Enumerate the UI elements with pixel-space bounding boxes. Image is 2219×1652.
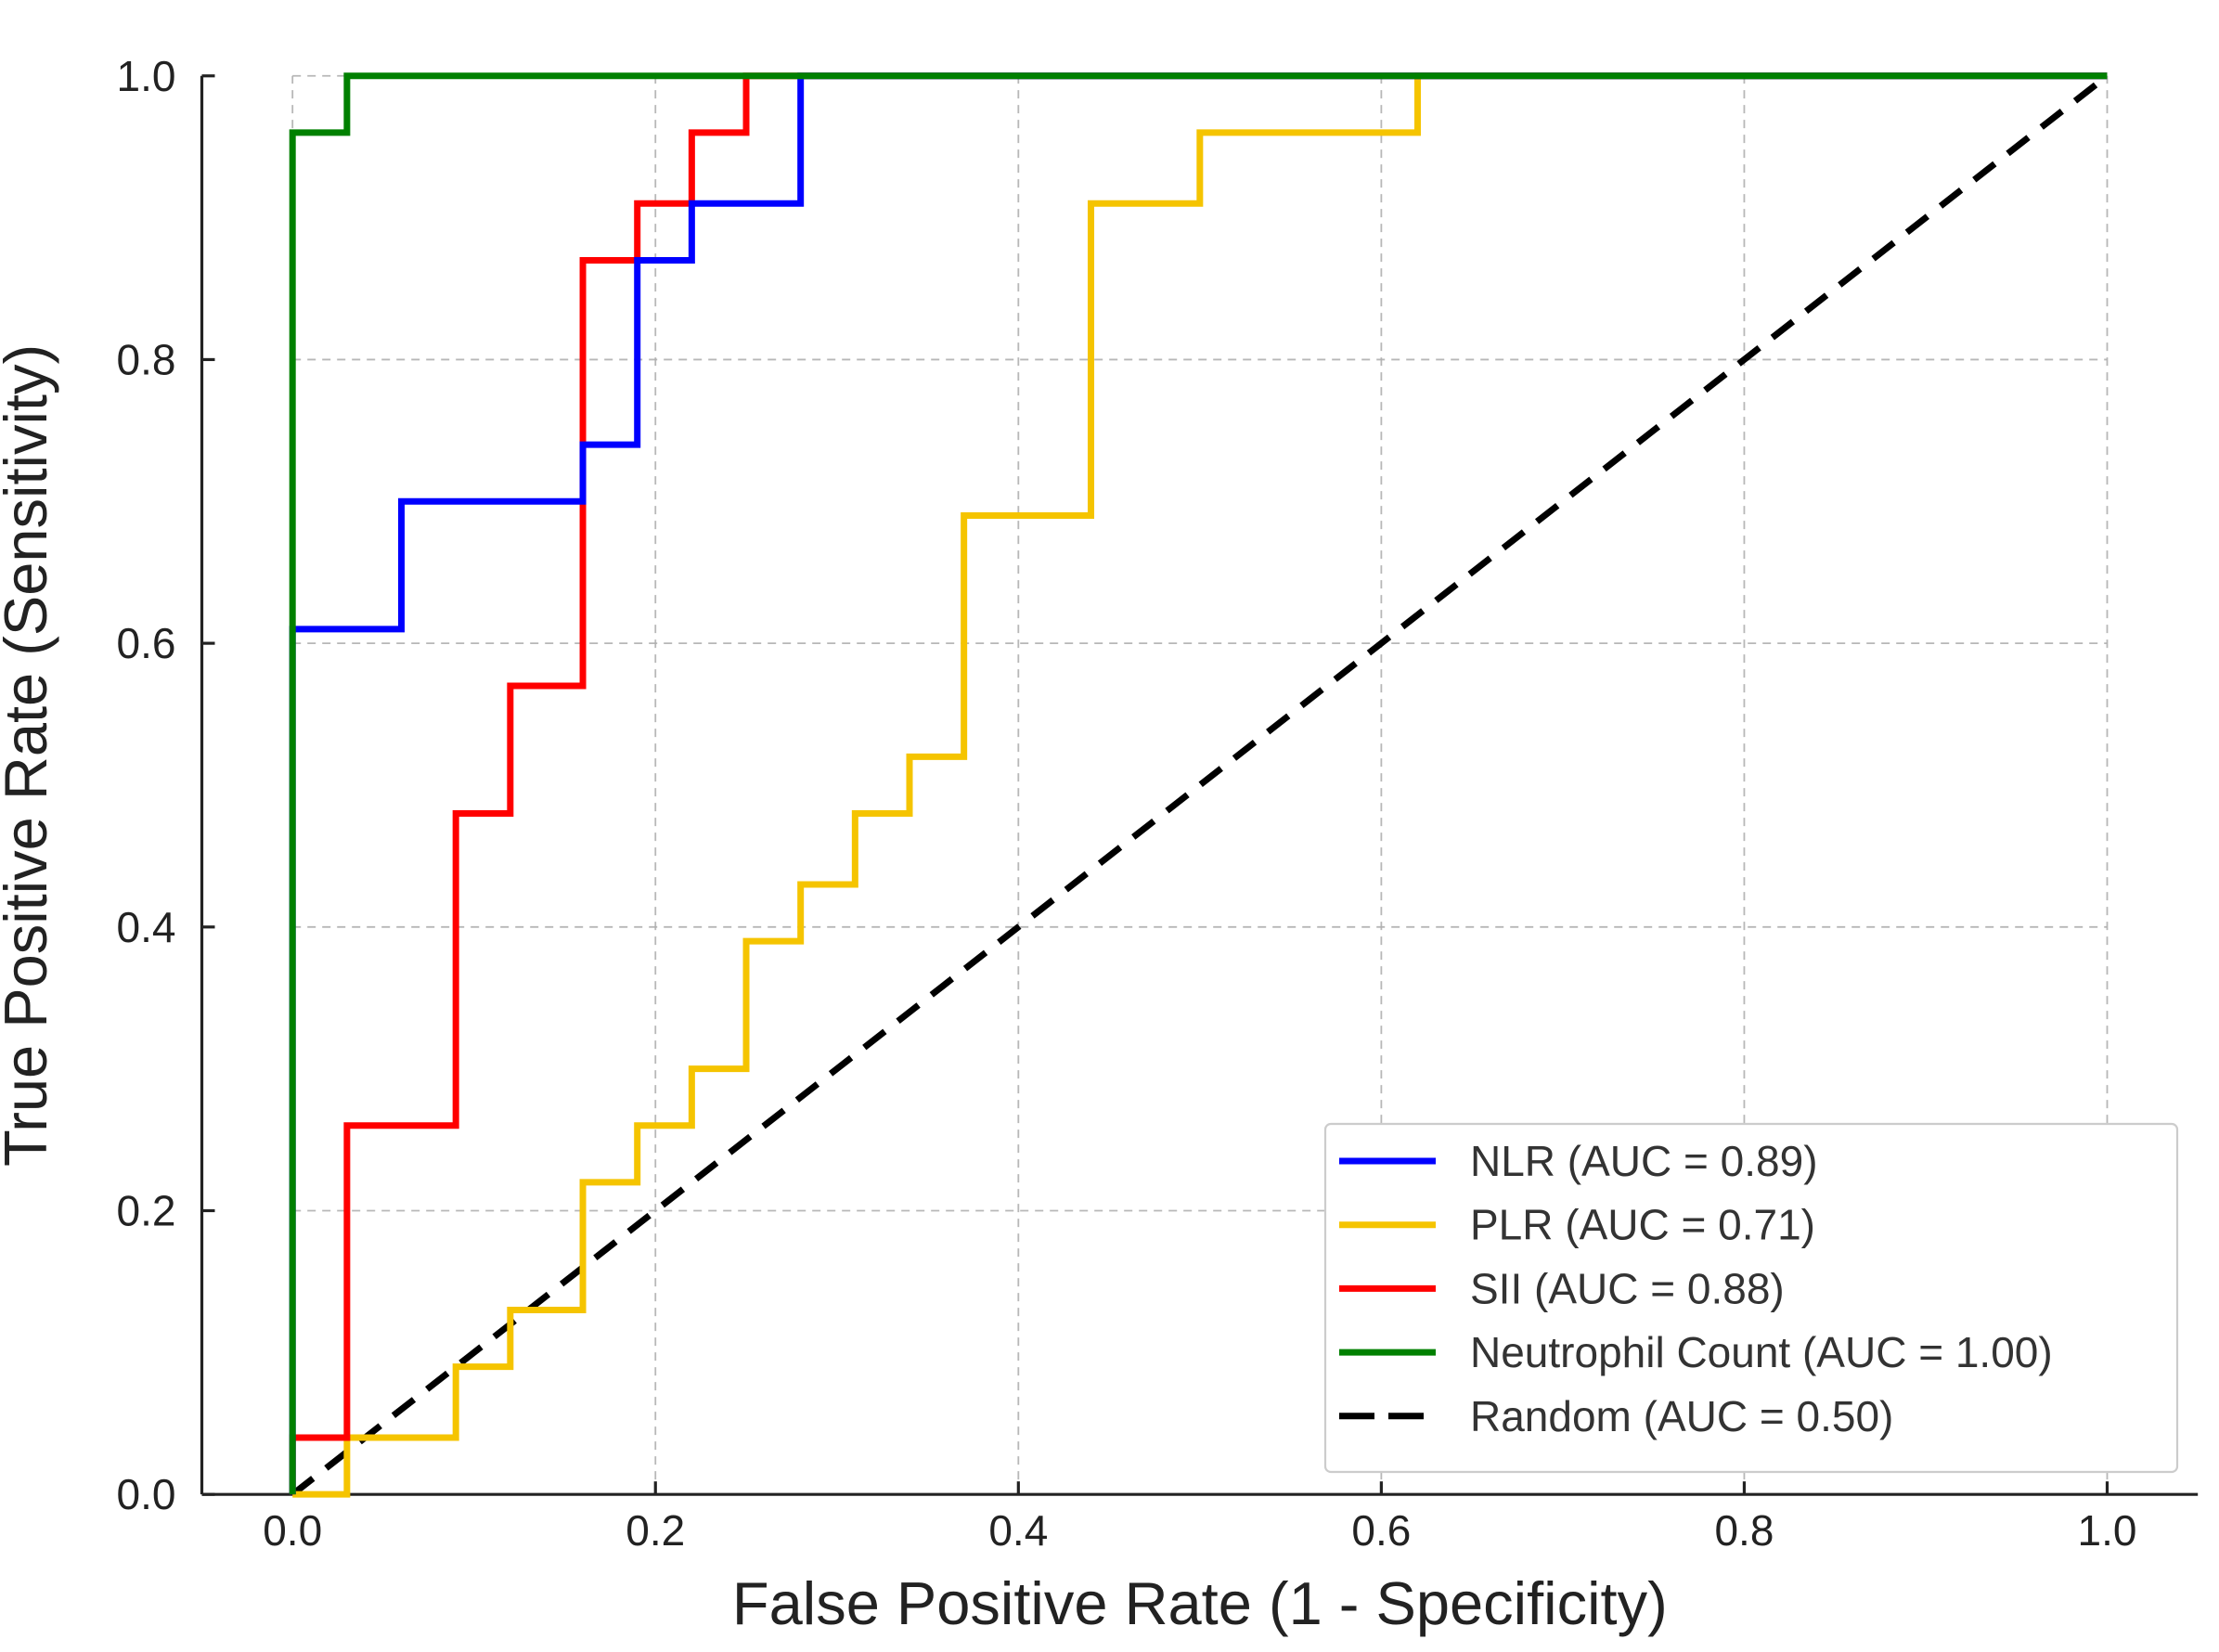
svg-text:Neutrophil Count (AUC = 1.00): Neutrophil Count (AUC = 1.00) xyxy=(1470,1328,2053,1376)
svg-text:NLR (AUC = 0.89): NLR (AUC = 0.89) xyxy=(1470,1137,1818,1185)
svg-text:SII (AUC = 0.88): SII (AUC = 0.88) xyxy=(1470,1264,1785,1312)
svg-text:0.4: 0.4 xyxy=(117,903,176,951)
svg-text:0.2: 0.2 xyxy=(117,1186,176,1234)
svg-text:1.0: 1.0 xyxy=(117,52,176,100)
svg-text:1.0: 1.0 xyxy=(2078,1506,2137,1555)
svg-text:Random (AUC = 0.50): Random (AUC = 0.50) xyxy=(1470,1392,1893,1440)
svg-text:0.0: 0.0 xyxy=(117,1470,176,1518)
svg-text:0.0: 0.0 xyxy=(263,1506,322,1555)
svg-text:0.8: 0.8 xyxy=(1714,1506,1774,1555)
svg-text:PLR (AUC = 0.71): PLR (AUC = 0.71) xyxy=(1470,1201,1815,1249)
svg-text:0.6: 0.6 xyxy=(117,619,176,667)
svg-text:False Positive Rate (1 - Speci: False Positive Rate (1 - Specificity) xyxy=(732,1569,1668,1637)
svg-text:0.8: 0.8 xyxy=(117,335,176,383)
svg-text:0.6: 0.6 xyxy=(1351,1506,1411,1555)
svg-text:0.2: 0.2 xyxy=(626,1506,685,1555)
svg-text:0.4: 0.4 xyxy=(988,1506,1048,1555)
svg-text:True Positive Rate (Sensitivit: True Positive Rate (Sensitivity) xyxy=(0,344,59,1167)
